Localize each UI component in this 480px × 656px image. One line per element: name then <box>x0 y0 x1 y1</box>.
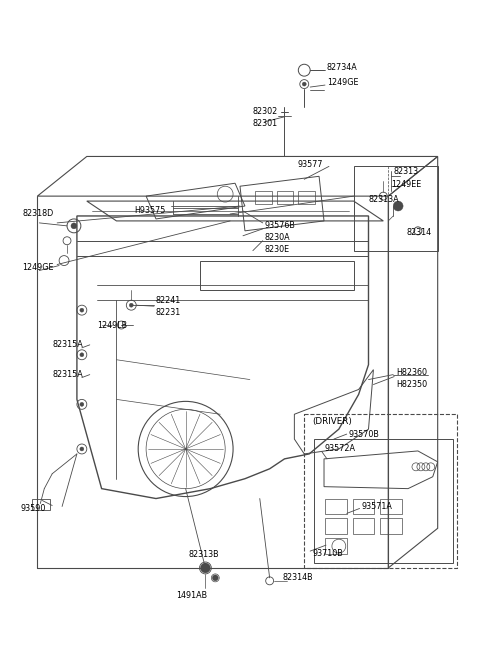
Circle shape <box>80 308 84 312</box>
Text: 93572A: 93572A <box>324 445 355 453</box>
Text: H93575: H93575 <box>134 207 166 216</box>
Circle shape <box>393 201 403 211</box>
Bar <box>314 439 453 563</box>
Text: H82350: H82350 <box>396 380 427 389</box>
Bar <box>325 538 347 554</box>
Circle shape <box>212 575 218 581</box>
Text: 93571A: 93571A <box>361 502 393 511</box>
Bar <box>304 414 457 568</box>
Text: 82313B: 82313B <box>189 550 219 558</box>
Text: 82315A: 82315A <box>52 340 83 350</box>
Text: H82360: H82360 <box>396 368 427 377</box>
Text: 82734A: 82734A <box>327 63 358 72</box>
Text: 93590: 93590 <box>21 504 46 513</box>
Text: (DRIVER): (DRIVER) <box>312 417 352 426</box>
Bar <box>380 499 402 514</box>
Text: 8230E: 8230E <box>264 245 290 254</box>
Bar <box>298 191 315 204</box>
Text: 1249GE: 1249GE <box>23 263 54 272</box>
Circle shape <box>129 303 133 307</box>
Text: 82313: 82313 <box>393 167 419 176</box>
Text: 93577: 93577 <box>297 160 323 169</box>
Text: 93570B: 93570B <box>349 430 380 439</box>
Text: 1249GE: 1249GE <box>327 77 359 87</box>
Bar <box>353 499 374 514</box>
Bar <box>354 167 438 251</box>
Text: 82302: 82302 <box>253 108 278 116</box>
Bar <box>33 499 50 510</box>
Bar <box>353 518 374 534</box>
Bar <box>276 191 293 204</box>
Text: 82314B: 82314B <box>283 573 313 583</box>
Bar <box>325 518 347 534</box>
Text: 1249EE: 1249EE <box>391 180 421 189</box>
Text: 93710B: 93710B <box>312 548 343 558</box>
Text: 82241: 82241 <box>156 296 181 305</box>
Bar <box>380 518 402 534</box>
Circle shape <box>80 447 84 451</box>
Text: 82301: 82301 <box>253 119 278 128</box>
Circle shape <box>80 402 84 406</box>
Text: 82314: 82314 <box>406 228 431 237</box>
Bar <box>325 499 347 514</box>
Bar <box>255 191 272 204</box>
Text: 82313A: 82313A <box>369 195 399 203</box>
Text: 93576B: 93576B <box>264 221 296 230</box>
Circle shape <box>71 223 77 229</box>
Text: 1491AB: 1491AB <box>176 591 207 600</box>
Text: 8230A: 8230A <box>264 234 290 242</box>
Circle shape <box>201 563 210 573</box>
Text: 82231: 82231 <box>156 308 181 317</box>
Text: 82318D: 82318D <box>23 209 54 218</box>
Text: 1249LB: 1249LB <box>96 321 127 329</box>
Circle shape <box>80 353 84 357</box>
Circle shape <box>302 82 306 86</box>
Text: 82315A: 82315A <box>52 370 83 379</box>
